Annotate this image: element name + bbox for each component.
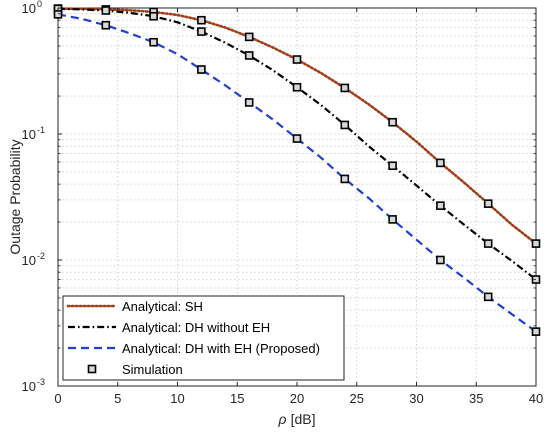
- simulation-marker: [340, 174, 350, 184]
- simulation-marker: [292, 55, 302, 64]
- simulation-marker: [292, 134, 302, 143]
- x-tick-label: 0: [54, 391, 61, 406]
- series-line-2: [57, 13, 537, 333]
- legend-label-1: Analytical: DH without EH: [122, 320, 270, 335]
- y-tick-exponent: -1: [37, 125, 45, 135]
- x-axis-unit: [dB]: [291, 411, 316, 427]
- y-tick-label: 10: [22, 1, 36, 16]
- simulation-marker: [436, 255, 445, 265]
- simulation-marker: [340, 83, 350, 93]
- x-axis-symbol: ρ: [278, 411, 287, 427]
- simulation-marker: [101, 20, 111, 30]
- x-tick-label: 40: [529, 391, 543, 406]
- x-tick-label: 20: [290, 391, 304, 406]
- simulation-marker: [292, 82, 302, 92]
- y-tick-label: 10: [22, 253, 36, 268]
- x-tick-label: 10: [170, 391, 184, 406]
- simulation-marker: [197, 27, 206, 36]
- legend-label-0: Analytical: SH: [122, 299, 203, 314]
- simulation-marker: [483, 199, 493, 208]
- simulation-marker: [388, 117, 397, 127]
- x-tick-label: 5: [114, 391, 121, 406]
- simulation-marker: [483, 239, 493, 248]
- simulation-markers: [53, 4, 541, 336]
- grid-lines: [58, 8, 536, 386]
- y-tick-exponent: 0: [37, 0, 42, 9]
- simulation-marker: [197, 15, 206, 25]
- simulation-marker: [149, 37, 158, 47]
- legend: Analytical: SH Analytical: DH without EH A…: [62, 295, 345, 381]
- simulation-marker: [244, 98, 254, 107]
- x-axis-label: ρ [dB]: [278, 411, 316, 427]
- x-tick-label: 30: [409, 391, 423, 406]
- x-tick-labels: 0 5 10 15 20 25 30 35 40: [54, 8, 543, 406]
- legend-box: [62, 295, 345, 381]
- simulation-marker: [531, 239, 541, 248]
- series-line-1: [57, 7, 537, 281]
- simulation-marker: [244, 32, 254, 42]
- y-tick-label: 10: [22, 379, 36, 394]
- simulation-marker: [483, 292, 493, 302]
- x-tick-label: 15: [230, 391, 244, 406]
- simulation-marker: [388, 161, 397, 171]
- simulation-marker: [531, 327, 541, 336]
- legend-swatch-simulation: [87, 364, 97, 374]
- y-axis-label: Outage Probability: [7, 139, 23, 254]
- y-tick-label: 10: [22, 127, 36, 142]
- legend-label-simulation: Simulation: [122, 362, 183, 377]
- simulation-marker: [436, 201, 445, 210]
- x-tick-label: 35: [469, 391, 483, 406]
- simulation-marker: [244, 51, 254, 60]
- simulation-marker: [149, 11, 158, 21]
- simulation-marker: [436, 158, 445, 168]
- simulation-marker: [388, 215, 397, 224]
- y-tick-exponent: -3: [37, 377, 45, 387]
- legend-label-2: Analytical: DH with EH (Proposed): [122, 341, 320, 356]
- simulation-marker: [340, 120, 350, 130]
- simulation-marker: [101, 6, 111, 15]
- y-tick-exponent: -2: [37, 251, 45, 261]
- x-tick-label: 25: [350, 391, 364, 406]
- simulation-marker: [197, 65, 206, 74]
